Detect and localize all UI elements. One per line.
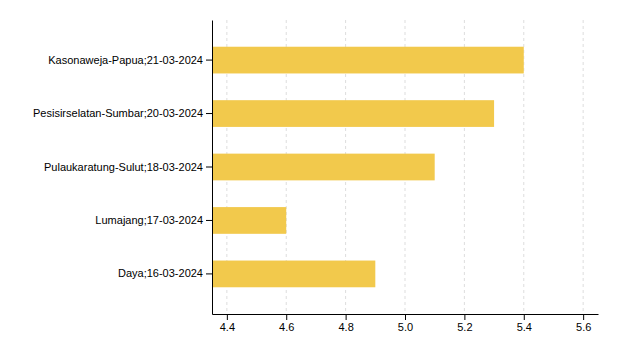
- x-tick-label: 5.2: [457, 321, 472, 333]
- y-tick: Pesisirselatan-Sumbar;20-03-2024: [33, 107, 212, 119]
- x-tick-mark: [583, 314, 584, 320]
- grid-line: [583, 20, 584, 314]
- bar: [212, 47, 524, 74]
- y-tick-mark: [206, 220, 212, 221]
- y-tick-label: Daya;16-03-2024: [118, 267, 203, 279]
- y-tick-mark: [206, 167, 212, 168]
- x-tick-label: 5.0: [398, 321, 413, 333]
- y-axis-line: [212, 21, 213, 315]
- x-tick: 4.4: [220, 314, 235, 333]
- x-tick: 4.8: [338, 314, 353, 333]
- y-tick: Daya;16-03-2024: [118, 267, 212, 279]
- y-tick-label: Kasonaweja-Papua;21-03-2024: [48, 54, 203, 66]
- y-tick-mark: [206, 60, 212, 61]
- x-tick-mark: [405, 314, 406, 320]
- x-tick: 5.0: [398, 314, 413, 333]
- y-tick: Lumajang;17-03-2024: [95, 214, 212, 226]
- x-tick-label: 5.6: [576, 321, 591, 333]
- bar: [212, 154, 435, 181]
- y-tick-label: Pesisirselatan-Sumbar;20-03-2024: [33, 107, 203, 119]
- x-tick-mark: [286, 314, 287, 320]
- x-tick-label: 4.6: [279, 321, 294, 333]
- y-tick-label: Pulaukaratung-Sulut;18-03-2024: [44, 161, 203, 173]
- x-tick-mark: [346, 314, 347, 320]
- plot: 4.4 4.6 4.8 5.0 5.2 5.4 5.6 Daya;16-03-2024 Luma…: [33, 20, 598, 333]
- bar: [212, 100, 494, 127]
- x-tick: 4.6: [279, 314, 294, 333]
- x-tick-label: 4.4: [220, 321, 235, 333]
- bars: [212, 47, 524, 288]
- chart: 4.4 4.6 4.8 5.0 5.2 5.4 5.6 Daya;16-03-2024 Luma…: [0, 0, 620, 348]
- bar: [212, 261, 375, 288]
- bar: [212, 207, 286, 234]
- y-tick-label: Lumajang;17-03-2024: [95, 214, 203, 226]
- x-tick-mark: [464, 314, 465, 320]
- y-axis: Daya;16-03-2024 Lumajang;17-03-2024 Pulauk…: [33, 21, 212, 315]
- x-tick-mark: [524, 314, 525, 320]
- x-tick: 5.4: [517, 314, 532, 333]
- y-tick-mark: [206, 113, 212, 114]
- y-tick: Pulaukaratung-Sulut;18-03-2024: [44, 161, 212, 173]
- x-tick: 5.6: [576, 314, 591, 333]
- x-tick-label: 5.4: [517, 321, 532, 333]
- x-tick: 5.2: [457, 314, 472, 333]
- y-tick-mark: [206, 273, 212, 274]
- x-axis: 4.4 4.6 4.8 5.0 5.2 5.4 5.6: [213, 314, 599, 333]
- x-tick-mark: [227, 314, 228, 320]
- y-tick: Kasonaweja-Papua;21-03-2024: [48, 54, 212, 66]
- x-tick-label: 4.8: [338, 321, 353, 333]
